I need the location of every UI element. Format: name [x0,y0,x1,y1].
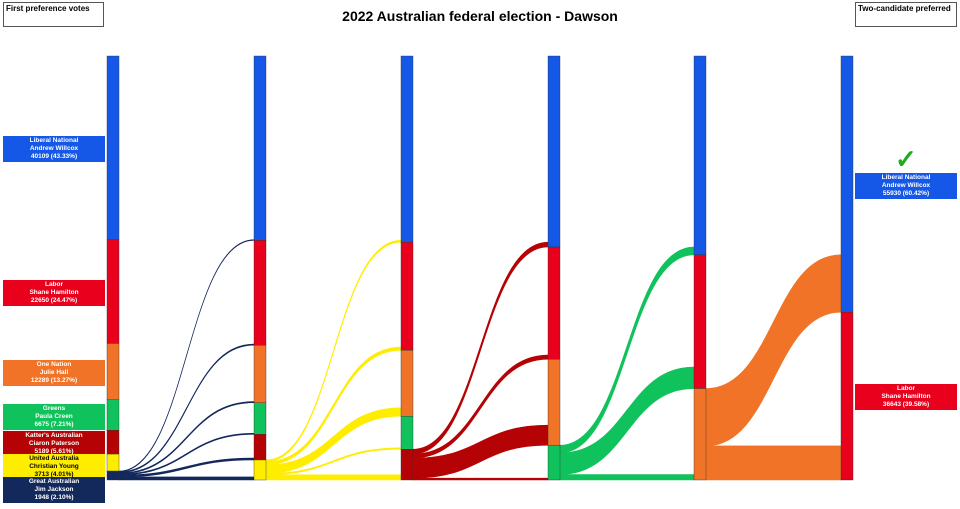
bar-KAP-round-0 [106,430,120,455]
bar-ALP-round-0 [106,239,120,344]
bar-ON-round-4 [693,388,707,481]
left-label-ON: One Nation Julie Hall 12289 (13.27%) [3,360,105,386]
bar-LNP-round-2 [400,55,414,243]
left-label-ALP: Labor Shane Hamilton 22650 (24.47%) [3,280,105,306]
bar-ON-round-0 [106,343,120,400]
label-result: 1948 (2.10%) [34,494,74,501]
first-preference-header: First preference votes [3,2,104,27]
flow-KAP-to-LNP-round-3 [412,241,549,455]
label-candidate: Andrew Willcox [29,145,79,152]
bar-LNP-round-4 [693,55,707,255]
label-party-name: Liberal National [29,137,79,144]
flows [118,239,842,481]
bar-GAP-round-0 [106,470,120,481]
flow-KAP-to-GRN-round-3 [412,477,549,481]
left-label-KAP: Katter's Australian Ciaron Paterson 5189 (… [3,431,105,457]
flow-GAP-to-GRN-round-1 [118,432,255,476]
bar-GRN-round-0 [106,399,120,431]
bar-LNP-round-0 [106,55,120,240]
bar-GRN-round-3 [547,444,561,481]
flow-UAP-to-ALP-round-2 [265,346,402,466]
label-result: 3713 (4.01%) [34,471,74,478]
chart-title: 2022 Australian federal election - Dawso… [342,8,618,24]
flow-GRN-to-ON-round-4 [559,474,695,481]
left-label-GAP: Great Australian Jim Jackson 1948 (2.10%) [3,477,105,503]
bar-ON-round-3 [547,359,561,446]
label-result: 5189 (5.61%) [34,448,74,455]
bar-ON-round-1 [253,345,267,403]
label-result: 6675 (7.21%) [34,421,74,428]
label-candidate: Shane Hamilton [29,289,79,296]
bar-ALP-round-2 [400,241,414,351]
check-mark-icon: ✓ [895,144,917,174]
left-label-LNP: Liberal National Andrew Willcox 40109 (43.… [3,136,105,162]
bar-ALP-round-4 [693,254,707,389]
label-party-name: United Australia [29,455,79,462]
flow-UAP-to-KAP-round-2 [265,474,402,481]
bar-KAP-round-1 [253,434,267,461]
bar-UAP-round-1 [253,459,267,481]
label-result: 12289 (13.27%) [30,377,78,384]
bar-GRN-round-2 [400,416,414,450]
label-party-name: One Nation [36,361,72,368]
flow-GAP-to-UAP-round-1 [118,476,255,481]
bar-KAP-round-2 [400,449,414,481]
two-candidate-preferred-header: Two-candidate preferred [855,2,957,27]
right-label-ALP: Labor Shane Hamilton 36643 (39.58%) [855,384,957,410]
label-party-name: Liberal National [881,174,931,181]
flow-ON-to-LNP-round-5 [705,254,842,447]
bar-ON-round-2 [400,350,414,417]
bar-LNP-round-5 [840,55,854,313]
label-party-name: Katter's Australian [25,432,83,439]
bar-LNP-round-3 [547,55,561,248]
flow-GRN-to-ALP-round-4 [559,366,695,475]
label-candidate: Shane Hamilton [881,393,931,400]
label-candidate: Christian Young [29,463,79,470]
label-result: 36643 (39.58%) [882,401,930,408]
bar-GRN-round-1 [253,402,267,435]
label-party-name: Labor [44,281,64,288]
label-result: 22650 (24.47%) [30,297,78,304]
bar-UAP-round-0 [106,453,120,472]
label-party-name: Great Australian [28,478,80,485]
label-candidate: Jim Jackson [34,486,74,493]
bar-ALP-round-1 [253,240,267,346]
left-label-GRN: Greens Paula Creen 6675 (7.21%) [3,404,105,430]
label-result: 55930 (60.42%) [882,190,930,197]
flow-UAP-to-ON-round-2 [265,407,402,474]
label-result: 40109 (43.33%) [30,153,78,160]
bar-ALP-round-5 [840,311,854,481]
label-candidate: Paula Creen [35,413,73,420]
label-party-name: Greens [42,405,66,412]
right-label-LNP: Liberal National Andrew Willcox 55930 (60.… [855,173,957,199]
bar-LNP-round-1 [253,55,267,241]
label-candidate: Julie Hall [39,369,69,376]
label-candidate: Andrew Willcox [881,182,931,189]
label-candidate: Ciaron Paterson [28,440,80,447]
left-label-UAP: United Australia Christian Young 3713 (4.0… [3,454,105,480]
label-party-name: Labor [896,385,916,392]
flow-ON-to-ALP-round-5 [705,445,842,481]
bar-ALP-round-3 [547,246,561,360]
